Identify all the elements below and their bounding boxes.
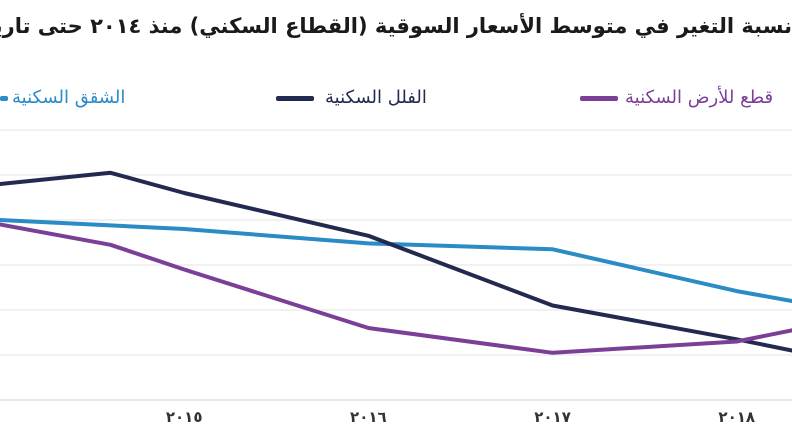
x-tick-label: ٢٠١٨ [718,408,755,426]
legend-label-land: قطع للأرض السكنية [625,87,774,108]
chart-title: نسبة التغير في متوسط الأسعار السوقية (ال… [0,14,792,38]
series-line-1 [0,170,792,353]
series-lines [0,170,792,355]
grid-lines [0,129,792,401]
legend-label-apartments: الشقق السكنية [12,87,126,108]
legend-swatch-land [580,96,618,101]
x-tick-label: ٢٠١٥ [166,408,203,426]
legend-swatch-apartments [0,96,8,101]
legend-swatch-villas [276,96,314,101]
x-tick-label: ٢٠١٦ [350,408,387,426]
series-line-0 [0,218,792,303]
x-tick-label: ٢٠١٧ [534,408,571,426]
legend-label-villas: الفلل السكنية [325,87,427,108]
x-axis-ticks: ٢٠١٥ ٢٠١٦ ٢٠١٧ ٢٠١٨ [166,408,755,426]
series-line-2 [0,222,792,355]
